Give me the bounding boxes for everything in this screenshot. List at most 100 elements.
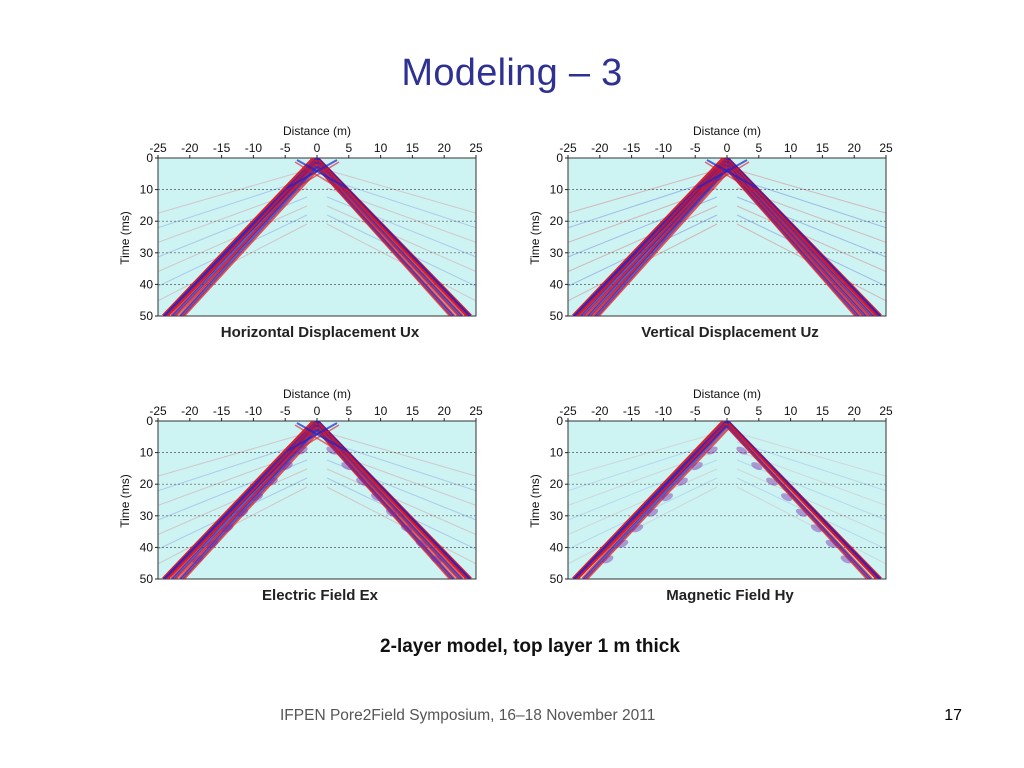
- refracted-wave-streak: [736, 205, 886, 273]
- x-tick-label: 0: [314, 404, 321, 418]
- refracted-wave-streak: [568, 486, 718, 565]
- x-tick-label: 5: [345, 141, 352, 155]
- y-tick-label: 30: [550, 509, 564, 523]
- direct-wave-band: [586, 161, 727, 316]
- wave-blob: [602, 555, 614, 564]
- refracted-wave-streak: [568, 459, 718, 521]
- x-tick-label: 15: [816, 141, 830, 155]
- x-tick-label: 25: [879, 404, 893, 418]
- wavefield: [158, 158, 476, 316]
- plot-area: [567, 420, 887, 580]
- panel-electric-field-ex: Distance (m) Time (ms) -25 -20 -15 -10 -5 0 5 1…: [110, 389, 510, 614]
- refracted-wave-streak: [568, 468, 718, 536]
- panel-vertical-displacement-uz: Distance (m) Time (ms) -25 -20 -15 -10 -5 0 5 1…: [520, 126, 920, 351]
- refracted-wave-streak: [158, 205, 308, 273]
- y-axis-label: Time (ms): [118, 474, 132, 528]
- wave-blob: [691, 462, 703, 471]
- y-tick-label: 10: [550, 446, 564, 460]
- x-tick-label: -15: [623, 404, 641, 418]
- refracted-wave-streak: [326, 441, 476, 492]
- wave-blob: [766, 477, 778, 486]
- refracted-wave-streak: [736, 459, 886, 521]
- x-tick-label: -15: [213, 141, 231, 155]
- y-tick-label: 50: [140, 572, 154, 586]
- x-tick-label: -25: [559, 404, 577, 418]
- cross-wave-band: [294, 424, 346, 456]
- x-tick-label: 0: [314, 141, 321, 155]
- x-tick-label: -5: [690, 404, 701, 418]
- wave-blob: [207, 539, 219, 548]
- x-tick-labels: -25 -20 -15 -10 -5 0 5 10 15 20 25: [559, 404, 893, 421]
- plot-background: [157, 420, 477, 580]
- wave-blob: [781, 493, 793, 502]
- direct-wave-band: [179, 428, 319, 579]
- x-tick-label: 5: [755, 141, 762, 155]
- plot-area: [567, 157, 887, 317]
- wavefield: [568, 421, 886, 579]
- wave-blob: [281, 462, 293, 471]
- direct-wave-band: [581, 422, 727, 579]
- wave-blob: [326, 446, 338, 455]
- wavefield: [568, 158, 886, 316]
- refracted-wave-streak: [736, 441, 886, 492]
- wave-blob: [385, 508, 397, 517]
- wave-blob: [661, 493, 673, 502]
- x-tick-label: -10: [655, 141, 673, 155]
- x-tick-label: -20: [591, 141, 609, 155]
- wave-blob: [706, 446, 718, 455]
- direct-wave-band: [727, 170, 858, 316]
- x-tick-label: -5: [280, 404, 291, 418]
- x-tick-label: -20: [181, 141, 199, 155]
- refracted-wave-streak: [568, 441, 718, 492]
- refracted-wave-streak: [736, 486, 886, 565]
- footer-text: IFPEN Pore2Field Symposium, 16–18 Novemb…: [280, 707, 656, 724]
- x-tick-labels: -25 -20 -15 -10 -5 0 5 10 15 20 25: [559, 141, 893, 158]
- refracted-wave-streak: [326, 432, 476, 477]
- wave-blob: [296, 446, 308, 455]
- cross-wave-band: [294, 161, 346, 193]
- direct-wave-band: [162, 421, 315, 579]
- y-tick-label: 40: [140, 277, 154, 291]
- y-tick-label: 30: [140, 509, 154, 523]
- seismogram-plot: Distance (m) Time (ms) -25 -20 -15 -10 -5 0 5 1…: [118, 126, 483, 323]
- wave-blob: [251, 493, 263, 502]
- wave-blob: [647, 508, 659, 517]
- refracted-wave-streak: [158, 468, 308, 536]
- direct-wave-band: [572, 158, 725, 316]
- plot-area: [157, 157, 477, 317]
- direct-wave-band: [179, 165, 319, 316]
- x-axis-label: Distance (m): [283, 126, 351, 138]
- wave-blob: [222, 524, 234, 533]
- x-tick-label: 20: [438, 141, 452, 155]
- x-tick-label: -15: [213, 404, 231, 418]
- cross-wave-band: [706, 159, 758, 189]
- refracted-wave-streak: [568, 432, 718, 477]
- y-tick-label: 20: [550, 477, 564, 491]
- direct-wave-band: [727, 422, 879, 579]
- y-tick-label: 30: [140, 246, 154, 260]
- wave-blob: [371, 493, 383, 502]
- y-tick-label: 0: [556, 414, 563, 428]
- x-tick-label: -25: [149, 404, 167, 418]
- refracted-wave-streak: [326, 468, 476, 536]
- x-tick-label: -5: [280, 141, 291, 155]
- y-tick-label: 50: [550, 572, 564, 586]
- x-tick-label: 25: [469, 404, 483, 418]
- refracted-wave-streak: [158, 169, 308, 214]
- wave-blob: [736, 446, 748, 455]
- wave-blob: [341, 462, 353, 471]
- panel-caption: Electric Field Ex: [262, 587, 378, 604]
- wave-blob: [400, 524, 412, 533]
- wave-blob: [810, 524, 822, 533]
- x-tick-label: 15: [406, 141, 420, 155]
- refracted-wave-streak: [158, 178, 308, 229]
- y-tick-label: 10: [550, 183, 564, 197]
- y-axis-label: Time (ms): [118, 211, 132, 265]
- wave-blob: [266, 477, 278, 486]
- y-tick-label: 20: [550, 214, 564, 228]
- wave-blob: [676, 477, 688, 486]
- x-tick-label: 0: [724, 141, 731, 155]
- cross-wave-band: [286, 422, 338, 452]
- y-tick-label: 40: [550, 277, 564, 291]
- x-tick-label: 20: [848, 141, 862, 155]
